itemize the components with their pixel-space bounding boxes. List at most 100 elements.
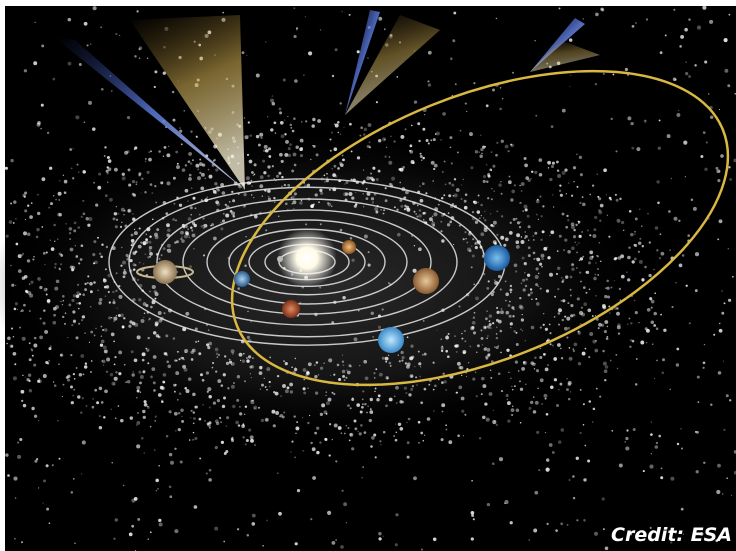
dust-particle (53, 195, 55, 197)
dust-particle (37, 277, 41, 281)
dust-particle (82, 373, 85, 376)
dust-particle (250, 171, 254, 174)
dust-particle (528, 539, 530, 541)
dust-particle (34, 459, 38, 463)
dust-particle (114, 355, 117, 359)
dust-particle (335, 460, 338, 463)
dust-particle (214, 419, 219, 424)
dust-particle (54, 262, 57, 266)
dust-particle (175, 219, 177, 222)
dust-particle (262, 544, 264, 547)
dust-particle (115, 32, 118, 36)
dust-particle (49, 345, 52, 348)
dust-particle (650, 320, 655, 325)
dust-particle (519, 296, 522, 300)
dust-particle (295, 426, 300, 431)
dust-particle (370, 172, 373, 175)
dust-particle (82, 170, 86, 174)
dust-particle (343, 432, 346, 435)
dust-particle (245, 235, 247, 238)
dust-particle (341, 154, 344, 157)
dust-particle (572, 348, 575, 350)
dust-particle (559, 382, 563, 386)
dust-particle (157, 311, 162, 315)
dust-particle (52, 77, 56, 81)
dust-particle (441, 410, 444, 413)
dust-particle (13, 307, 17, 311)
dust-particle (606, 214, 608, 216)
dust-particle (78, 307, 80, 310)
dust-particle (130, 233, 134, 237)
dust-particle (120, 313, 124, 318)
dust-particle (471, 514, 475, 517)
dust-particle (24, 209, 28, 213)
dust-particle (343, 502, 348, 507)
dust-particle (308, 51, 313, 56)
dust-particle (52, 320, 57, 325)
dust-particle (463, 329, 467, 333)
dust-particle (504, 502, 506, 505)
dust-particle (291, 169, 295, 173)
dust-particle (539, 356, 543, 359)
dust-particle (422, 127, 426, 131)
dust-particle (81, 315, 86, 319)
dust-particle (416, 204, 419, 207)
dust-particle (558, 189, 562, 192)
dust-particle (536, 430, 540, 434)
dust-particle (349, 122, 352, 126)
dust-particle (154, 235, 159, 240)
dust-particle (534, 362, 536, 365)
dust-particle (350, 178, 353, 181)
dust-particle (604, 379, 607, 382)
dust-particle (163, 352, 167, 355)
dust-particle (147, 405, 149, 408)
dust-particle (472, 377, 476, 381)
dust-particle (638, 322, 640, 324)
dust-particle (560, 347, 562, 350)
dust-particle (572, 349, 576, 353)
dust-particle (89, 290, 93, 294)
dust-particle (154, 292, 159, 297)
dust-particle (189, 206, 193, 210)
dust-particle (356, 403, 361, 407)
dust-particle (478, 151, 480, 153)
dust-particle (144, 160, 147, 163)
dust-particle (29, 293, 34, 298)
dust-particle (629, 532, 633, 536)
dust-particle (401, 359, 404, 362)
dust-particle (345, 376, 348, 379)
dust-particle (53, 384, 57, 387)
dust-particle (290, 451, 292, 453)
dust-particle (616, 367, 619, 370)
dust-particle (628, 210, 632, 213)
dust-particle (296, 29, 298, 31)
dust-particle (619, 197, 622, 201)
dust-particle (293, 415, 296, 418)
dust-particle (606, 325, 609, 328)
dust-particle (158, 150, 161, 153)
dust-particle (541, 402, 544, 405)
dust-particle (21, 399, 24, 403)
dust-particle (220, 421, 222, 424)
dust-particle (637, 241, 642, 245)
dust-particle (45, 464, 49, 468)
dust-particle (253, 163, 257, 167)
dust-particle (507, 150, 510, 153)
dust-particle (127, 209, 131, 213)
dust-particle (241, 51, 245, 55)
dust-particle (74, 542, 76, 545)
dust-particle (169, 460, 175, 465)
dust-particle (427, 80, 430, 83)
dust-particle (224, 355, 227, 358)
dust-particle (179, 460, 183, 464)
dust-particle (168, 485, 172, 489)
dust-particle (589, 234, 592, 237)
dust-particle (480, 329, 483, 332)
dust-particle (205, 371, 209, 375)
comet-tails (55, 10, 600, 190)
dust-particle (192, 411, 195, 414)
dust-particle (146, 348, 150, 352)
dust-particle (83, 365, 88, 369)
dust-particle (14, 537, 16, 540)
dust-particle (373, 433, 377, 437)
